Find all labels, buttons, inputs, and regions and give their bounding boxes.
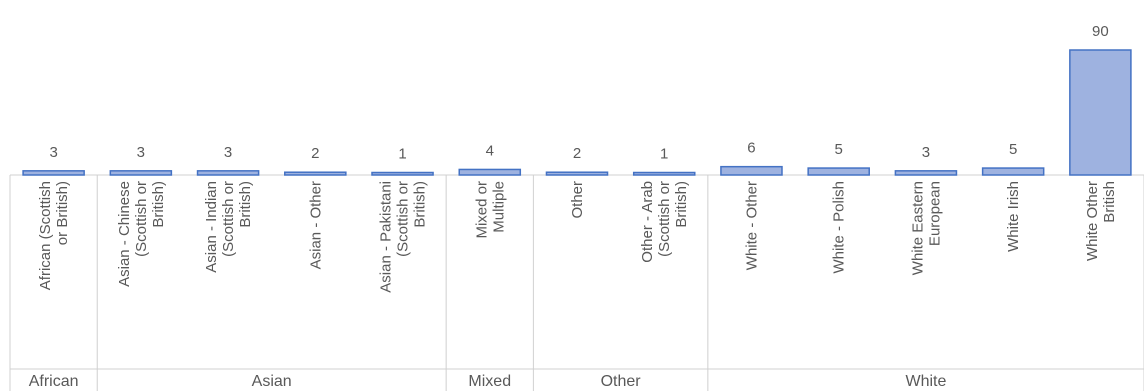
category-label: Asian - Other bbox=[307, 181, 324, 269]
bar bbox=[371, 171, 434, 176]
bar bbox=[1069, 49, 1132, 176]
category-label-line: Other - Arab bbox=[639, 181, 656, 263]
category-label-line: White Eastern bbox=[909, 181, 926, 275]
bar bbox=[807, 167, 870, 176]
category-label-line: European bbox=[926, 181, 943, 246]
group-label: White bbox=[905, 373, 946, 390]
group-label: Asian bbox=[252, 373, 292, 390]
category-label: Asian - Pakistani(Scottish orBritish) bbox=[378, 181, 429, 293]
group-label: African bbox=[29, 373, 79, 390]
data-label: 3 bbox=[137, 144, 145, 161]
category-label: African (Scottishor British) bbox=[37, 181, 71, 290]
category-label-line: Asian - Chinese bbox=[116, 181, 133, 287]
group-label: Mixed bbox=[468, 373, 511, 390]
category-label-line: White - Polish bbox=[831, 181, 848, 274]
category-label-line: Mixed or bbox=[473, 181, 490, 239]
category-label: Other bbox=[569, 181, 586, 219]
data-label: 4 bbox=[486, 142, 494, 159]
category-label-line: Other bbox=[569, 181, 586, 219]
category-label-line: British bbox=[1101, 181, 1118, 223]
bar bbox=[720, 165, 783, 176]
category-label-line: Asian - Other bbox=[307, 181, 324, 269]
category-label-line: British) bbox=[237, 181, 254, 228]
category-label-line: Multiple bbox=[490, 181, 507, 233]
category-label-line: British) bbox=[412, 181, 429, 228]
data-label: 3 bbox=[49, 144, 57, 161]
data-label: 1 bbox=[660, 146, 668, 163]
bar bbox=[981, 167, 1045, 176]
category-label: Mixed orMultiple bbox=[473, 181, 507, 239]
category-label-line: (Scottish or bbox=[220, 181, 237, 257]
data-label: 3 bbox=[224, 144, 232, 161]
category-label-line: British) bbox=[150, 181, 167, 228]
data-label: 90 bbox=[1092, 23, 1109, 40]
category-label: White Irish bbox=[1005, 181, 1022, 252]
data-label: 2 bbox=[573, 145, 581, 162]
bar bbox=[894, 170, 958, 176]
category-label-line: Asian - Indian bbox=[203, 181, 220, 273]
data-label: 3 bbox=[922, 144, 930, 161]
category-label: Other - Arab(Scottish orBritish) bbox=[639, 181, 690, 263]
bar bbox=[458, 168, 522, 176]
category-label: Asian - Indian(Scottish orBritish) bbox=[203, 181, 254, 273]
data-label: 5 bbox=[835, 141, 843, 158]
category-label: White - Polish bbox=[831, 181, 848, 274]
category-label-line: White Irish bbox=[1005, 181, 1022, 252]
bar bbox=[545, 171, 609, 176]
category-label: Asian - Chinese(Scottish orBritish) bbox=[116, 181, 167, 287]
group-label: Other bbox=[601, 373, 642, 390]
bar bbox=[196, 170, 260, 176]
category-label-line: (Scottish or bbox=[656, 181, 673, 257]
data-label: 6 bbox=[747, 140, 755, 157]
category-label-line: Asian - Pakistani bbox=[378, 181, 395, 293]
data-label: 1 bbox=[398, 146, 406, 163]
bar bbox=[109, 170, 173, 176]
data-label: 2 bbox=[311, 145, 319, 162]
category-label: White EasternEuropean bbox=[909, 181, 943, 275]
category-label-line: British) bbox=[673, 181, 690, 228]
category-label-line: (Scottish or bbox=[133, 181, 150, 257]
category-label-line: African (Scottish bbox=[37, 181, 54, 290]
category-label: White OtherBritish bbox=[1084, 181, 1118, 261]
category-label-line: White - Other bbox=[743, 181, 760, 270]
bar bbox=[284, 171, 347, 176]
category-label-line: or British) bbox=[54, 181, 71, 245]
bar bbox=[22, 170, 85, 176]
category-label-line: White Other bbox=[1084, 181, 1101, 261]
category-label-line: (Scottish or bbox=[395, 181, 412, 257]
category-label: White - Other bbox=[743, 181, 760, 270]
bar bbox=[632, 171, 696, 176]
data-label: 5 bbox=[1009, 141, 1017, 158]
